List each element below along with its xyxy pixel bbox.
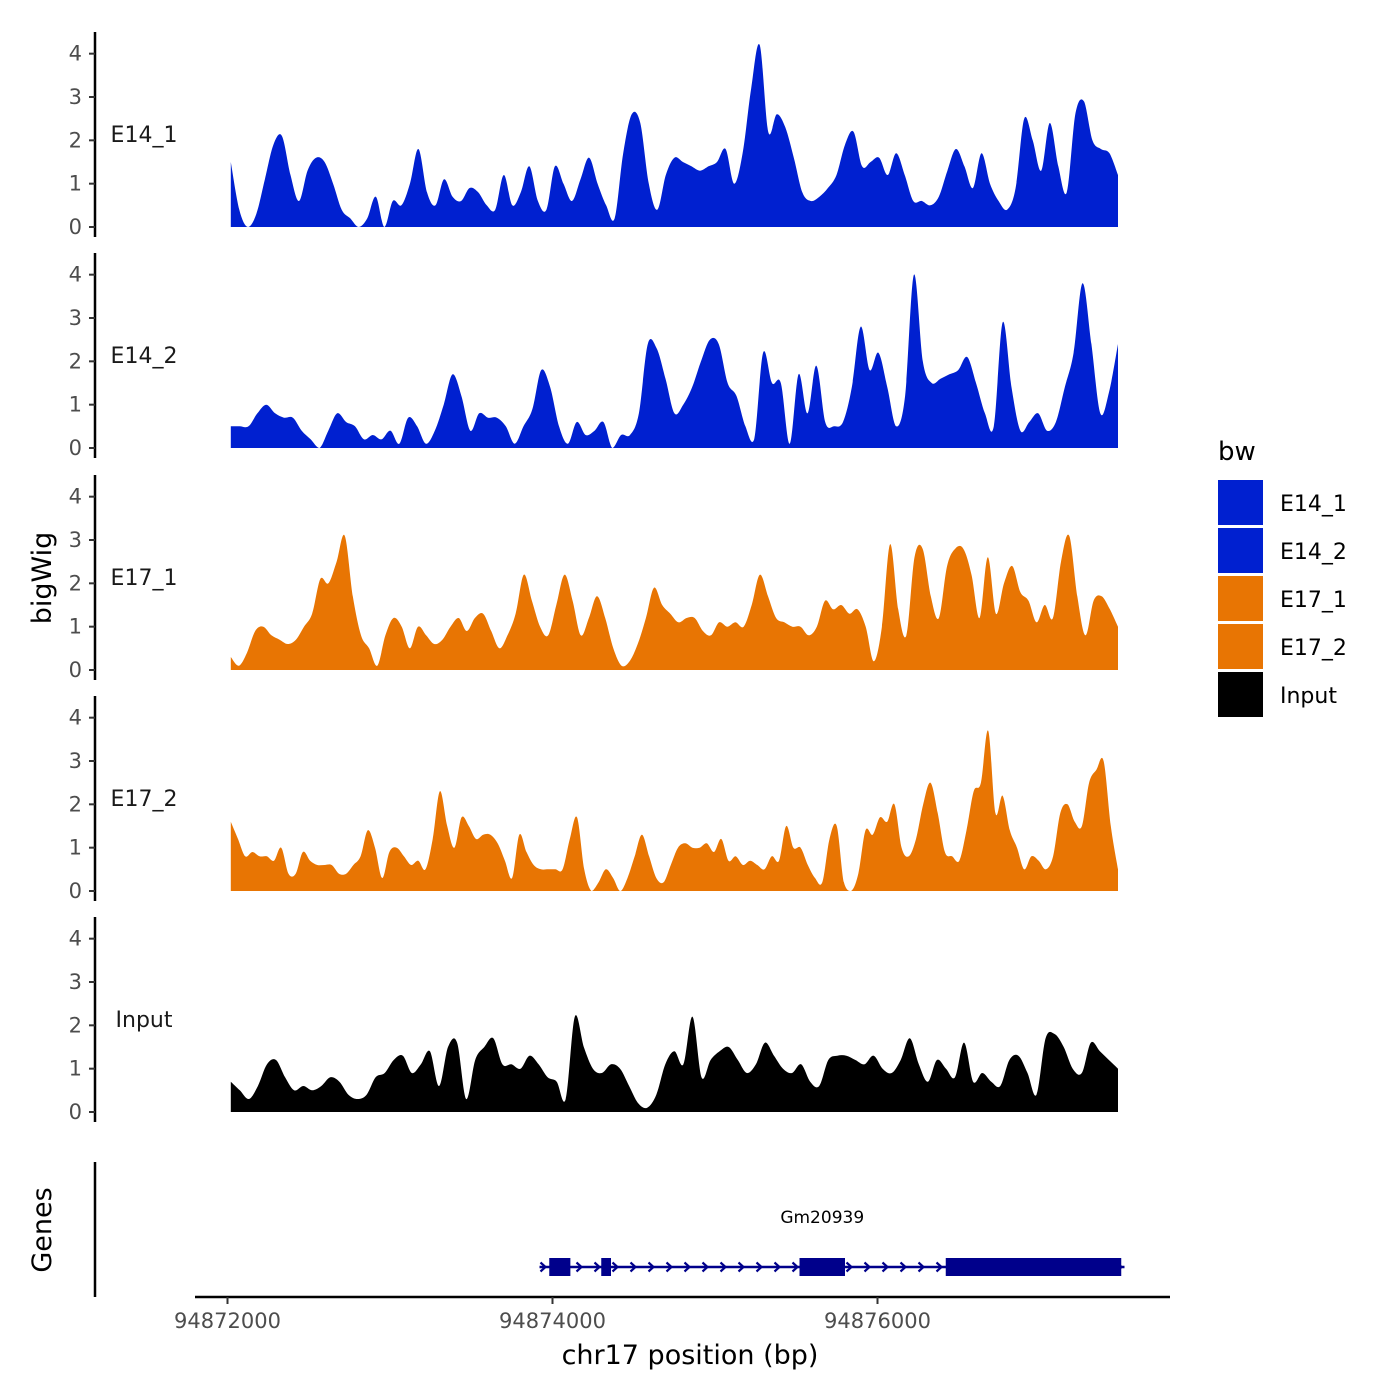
legend-key [1218, 672, 1263, 717]
legend-key [1218, 576, 1263, 621]
y-tick-label: 0 [69, 658, 82, 682]
strand-arrow [863, 1261, 872, 1273]
tracks-layer: 0 1 2 3 4 E14_1 0 1 2 3 4 E14_2 0 1 2 3 4 E17_1 0 1 2 3 4 E17_2… [69, 32, 1119, 1124]
y-tick-label: 0 [69, 879, 82, 903]
y-axis-title: bigWig [27, 532, 58, 625]
y-tick-label: 1 [69, 615, 82, 639]
strand-arrow [899, 1261, 908, 1273]
x-tick-label: 94872000 [174, 1309, 281, 1333]
track-label: E14_2 [111, 344, 178, 369]
strand-arrow [737, 1261, 746, 1273]
legend-label: E17_2 [1280, 636, 1347, 661]
x-tick-label: 94874000 [499, 1309, 606, 1333]
y-tick-label: 1 [69, 393, 82, 417]
strand-arrow [791, 1261, 800, 1273]
strand-arrow [755, 1261, 764, 1273]
gene-exon [945, 1258, 1122, 1276]
y-tick-label: 2 [69, 792, 82, 816]
y-tick-label: 0 [69, 436, 82, 460]
y-tick-label: 4 [69, 485, 82, 509]
y-tick-label: 1 [69, 172, 82, 196]
legend-key [1218, 624, 1263, 669]
x-axis: 94872000 94874000 94876000 [174, 1295, 1170, 1333]
strand-arrow [917, 1261, 926, 1273]
legend-label: E14_1 [1280, 492, 1347, 517]
track-label: E17_2 [111, 787, 178, 812]
legend-label: E17_1 [1280, 588, 1347, 613]
y-tick-label: 3 [69, 306, 82, 330]
y-tick-label: 3 [69, 528, 82, 552]
legend-title: bw [1218, 437, 1256, 467]
legend-label: Input [1280, 684, 1337, 709]
y-tick-label: 2 [69, 128, 82, 152]
y-tick-label: 1 [69, 836, 82, 860]
track-label: E17_1 [111, 566, 178, 591]
gene-exon [549, 1258, 571, 1276]
strand-arrow [593, 1261, 602, 1273]
gene-label: Gm20939 [780, 1208, 864, 1228]
strand-arrow [881, 1261, 890, 1273]
strand-arrow [719, 1261, 728, 1273]
y-tick-label: 3 [69, 749, 82, 773]
strand-arrow [629, 1261, 638, 1273]
area-e17-1 [230, 534, 1119, 670]
strand-arrow [575, 1261, 584, 1273]
track-panel: 0 1 2 3 4 E17_2 [69, 696, 1119, 903]
strand-arrow [611, 1261, 620, 1273]
strand-arrow [845, 1261, 854, 1273]
strand-arrow [773, 1261, 782, 1273]
strand-arrow [683, 1261, 692, 1273]
y-tick-label: 2 [69, 1013, 82, 1037]
x-tick-label: 94876000 [824, 1309, 931, 1333]
legend-key [1218, 480, 1263, 525]
track-panel: 0 1 2 3 4 E17_1 [69, 475, 1119, 682]
gene-exon [601, 1258, 611, 1276]
y-tick-label: 1 [69, 1057, 82, 1081]
y-tick-label: 4 [69, 706, 82, 730]
y-tick-label: 3 [69, 970, 82, 994]
y-tick-label: 4 [69, 927, 82, 951]
legend: E14_1 E14_2 E17_1 E17_2 Input [1218, 480, 1347, 717]
track-label: Input [116, 1008, 173, 1033]
legend-key [1218, 528, 1263, 573]
area-e14-1 [230, 43, 1119, 228]
strand-arrow [647, 1261, 656, 1273]
x-axis-title: chr17 position (bp) [562, 1340, 819, 1371]
strand-arrow [935, 1261, 944, 1273]
y-tick-label: 0 [69, 215, 82, 239]
area-e14-2 [230, 274, 1119, 448]
track-label: E14_1 [111, 123, 178, 148]
y-tick-label: 2 [69, 571, 82, 595]
y-tick-label: 2 [69, 349, 82, 373]
y-tick-label: 3 [69, 85, 82, 109]
gene-panel: Gm20939 [93, 1162, 1125, 1297]
y-tick-label: 4 [69, 42, 82, 66]
y-tick-label: 4 [69, 263, 82, 287]
strand-arrow [701, 1261, 710, 1273]
strand-arrow [665, 1261, 674, 1273]
strand-arrow [539, 1261, 548, 1273]
gene-panel-title: Genes [27, 1187, 58, 1272]
area-e17-2 [230, 730, 1119, 891]
track-panel: 0 1 2 3 4 E14_2 [69, 253, 1119, 460]
y-tick-label: 0 [69, 1100, 82, 1124]
area-input [230, 1015, 1119, 1112]
gene-exon [799, 1258, 845, 1276]
track-panel: 0 1 2 3 4 Input [69, 917, 1119, 1124]
legend-label: E14_2 [1280, 540, 1347, 565]
track-panel: 0 1 2 3 4 E14_1 [69, 32, 1119, 239]
